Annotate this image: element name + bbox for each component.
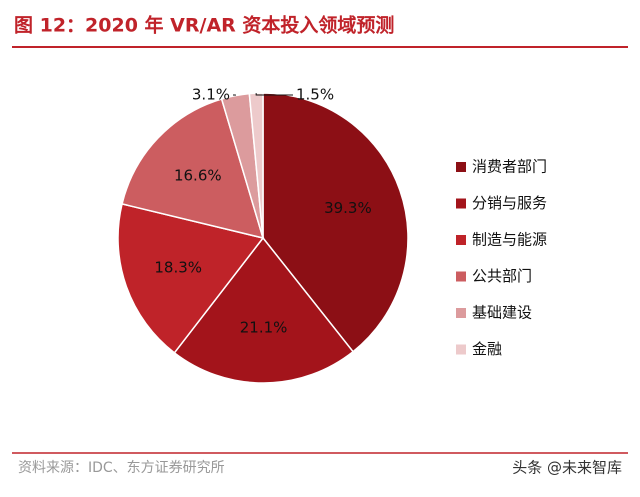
- source: 资料来源：IDC、东方证券研究所: [18, 460, 225, 476]
- chart-title: 图 12：2020 年 VR/AR 资本投入领域预测: [14, 14, 394, 37]
- pie-slice: [117, 202, 265, 354]
- slice-label: 3.1%: [192, 86, 230, 104]
- legend-label: 消费者部门: [472, 158, 547, 176]
- legend-label: 基础建设: [472, 304, 532, 322]
- legend-swatch: [456, 235, 466, 245]
- pie-slice: [262, 92, 409, 353]
- legend-label: 分销与服务: [472, 194, 547, 212]
- leader-line: [233, 94, 236, 96]
- leader-line: [255, 93, 293, 96]
- legend-swatch: [456, 198, 466, 209]
- legend-label: 制造与能源: [472, 231, 547, 249]
- legend-swatch: [456, 308, 466, 318]
- slice-label: 16.6%: [174, 167, 222, 185]
- slice-label: 1.5%: [296, 86, 334, 104]
- legend-swatch: [456, 344, 466, 355]
- pie-slice: [121, 98, 265, 240]
- legend-swatch: [456, 162, 466, 172]
- legend-swatch: [456, 271, 466, 282]
- slice-label: 21.1%: [240, 318, 288, 336]
- slice-label: 39.3%: [324, 199, 372, 217]
- watermark: 头条 @未来智库: [512, 459, 622, 477]
- legend-label: 金融: [472, 340, 502, 358]
- slice-label: 18.3%: [154, 258, 202, 276]
- pie-slice: [173, 236, 355, 384]
- legend-label: 公共部门: [472, 267, 532, 285]
